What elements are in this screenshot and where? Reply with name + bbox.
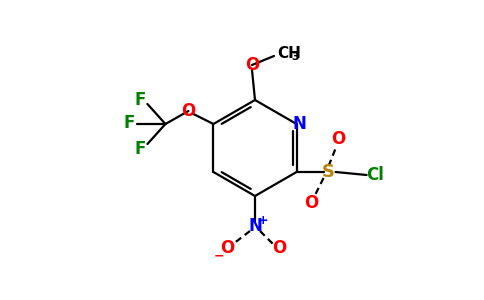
Text: +: + (257, 214, 268, 226)
Text: −: − (214, 250, 224, 262)
Text: F: F (135, 140, 146, 158)
Text: F: F (124, 114, 135, 132)
Text: O: O (245, 56, 259, 74)
Text: S: S (322, 163, 335, 181)
Text: O: O (272, 239, 286, 257)
Text: CH: CH (277, 46, 301, 61)
Text: F: F (135, 91, 146, 109)
Text: N: N (248, 217, 262, 235)
Text: O: O (332, 130, 346, 148)
Text: N: N (293, 115, 306, 133)
Text: O: O (304, 194, 318, 212)
Text: Cl: Cl (365, 166, 383, 184)
Text: O: O (182, 102, 196, 120)
Text: O: O (220, 239, 234, 257)
Text: 3: 3 (291, 52, 299, 62)
